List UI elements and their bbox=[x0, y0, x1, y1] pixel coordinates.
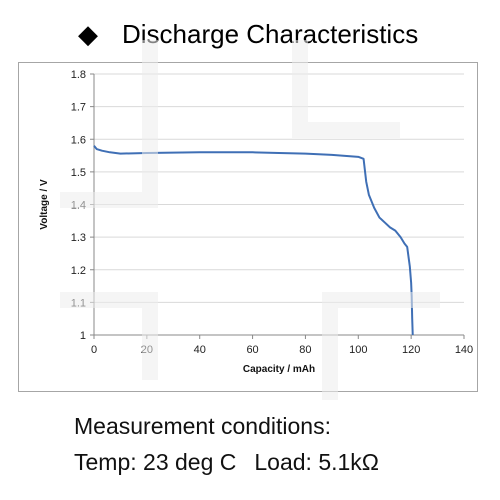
grid-lines bbox=[94, 73, 464, 303]
y-tick-label: 1.2 bbox=[71, 265, 86, 277]
diamond-bullet-icon: ◆ bbox=[78, 19, 98, 49]
y-tick-label: 1.5 bbox=[71, 167, 86, 179]
series-line bbox=[93, 145, 414, 336]
x-tick-label: 20 bbox=[141, 344, 153, 356]
y-tick-label: 1.7 bbox=[71, 102, 86, 114]
x-tick-label: 120 bbox=[402, 344, 420, 356]
x-tick-label: 0 bbox=[91, 344, 97, 356]
y-tick-label: 1.3 bbox=[71, 232, 86, 244]
y-axis: 1 1.1 1.2 1.3 1.4 1.5 1.6 1.7 1.8 bbox=[71, 69, 95, 342]
x-tick-label: 80 bbox=[299, 344, 311, 356]
y-tick-label: 1 bbox=[80, 330, 86, 342]
y-tick-label: 1.8 bbox=[71, 69, 86, 81]
x-tick-label: 140 bbox=[455, 344, 473, 356]
x-tick-label: 100 bbox=[349, 344, 367, 356]
page-title: Discharge Characteristics bbox=[122, 19, 419, 49]
series-layer bbox=[93, 145, 414, 336]
chart-header: ◆ Discharge Characteristics bbox=[0, 14, 500, 54]
y-tick-label: 1.1 bbox=[71, 297, 86, 309]
load-condition: Load: 5.1kΩ bbox=[254, 449, 379, 475]
discharge-chart: 0 20 40 60 80 100 120 140 1 1.1 1.2 1.3 1.4 1.5 1.6 1.… bbox=[39, 69, 473, 375]
x-tick-label: 60 bbox=[246, 344, 258, 356]
measurement-conditions-values: Temp: 23 deg C Load: 5.1kΩ bbox=[74, 448, 379, 476]
y-axis-title: Voltage / V bbox=[39, 179, 50, 230]
y-tick-label: 1.4 bbox=[71, 200, 86, 212]
x-tick-label: 40 bbox=[194, 344, 206, 356]
chart-frame: 0 20 40 60 80 100 120 140 1 1.1 1.2 1.3 1.4 1.5 1.6 1.… bbox=[18, 62, 478, 392]
x-axis-title: Capacity / mAh bbox=[243, 364, 315, 375]
temperature-condition: Temp: 23 deg C bbox=[74, 449, 237, 475]
y-tick-label: 1.6 bbox=[71, 134, 86, 146]
x-axis: 0 20 40 60 80 100 120 140 bbox=[91, 334, 473, 356]
measurement-conditions-heading: Measurement conditions: bbox=[74, 413, 331, 439]
